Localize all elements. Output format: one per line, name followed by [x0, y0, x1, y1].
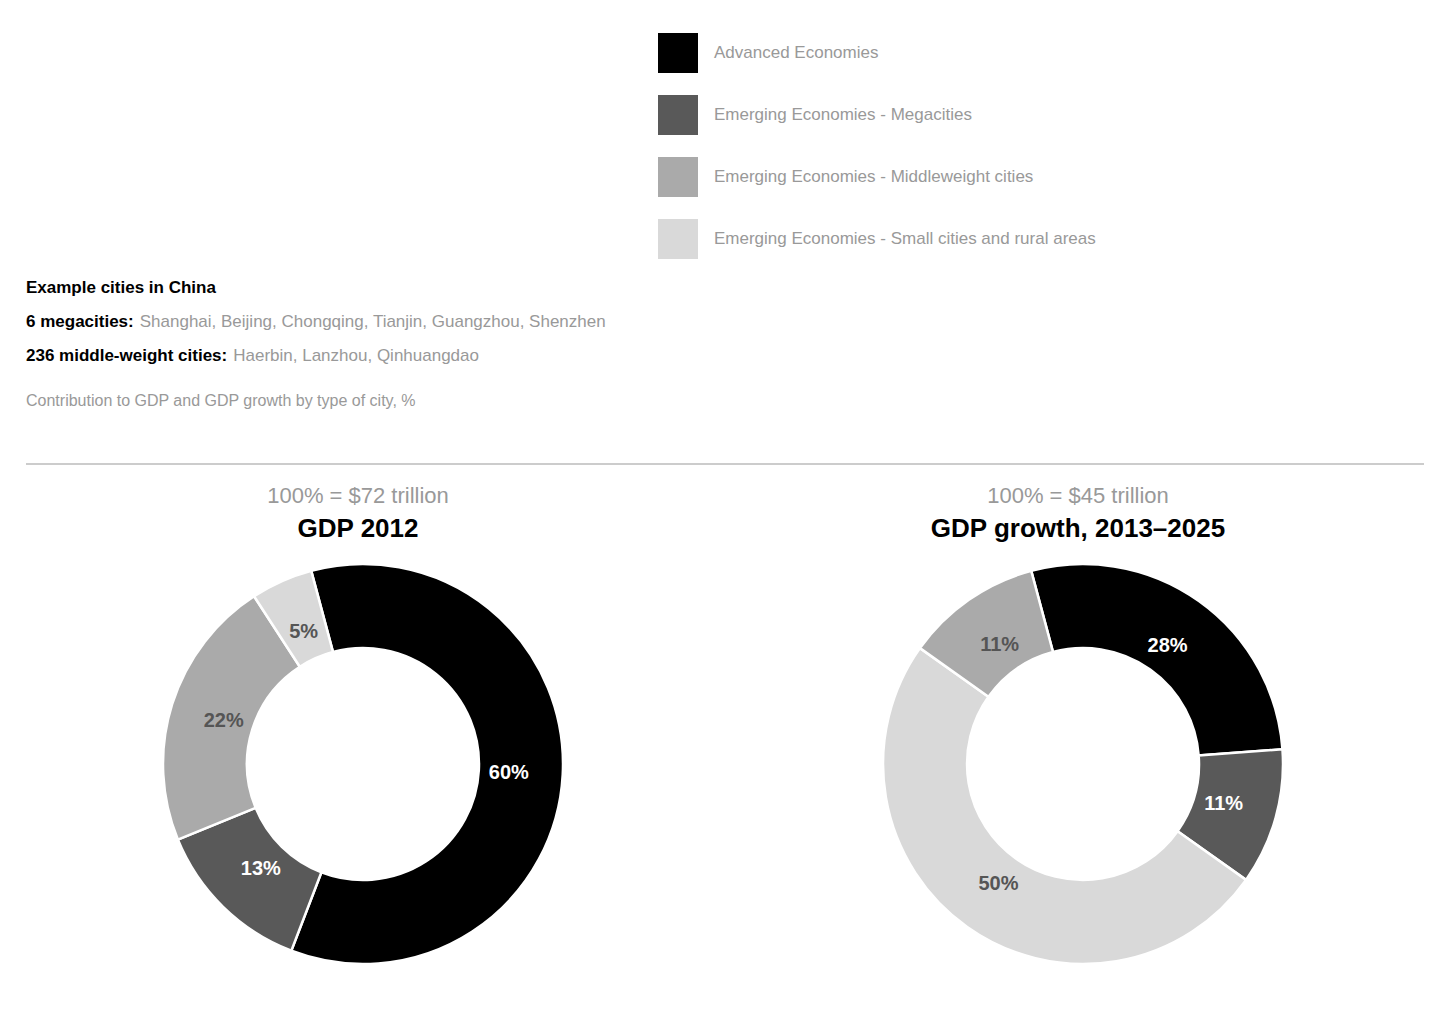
- html-text:Emerging Economies - Megacitie: Emerging Economies - Megacities: [714, 105, 972, 124]
- svg-text:22%: 22%: [204, 709, 244, 731]
- html-text:Contribution to GDP and GDP gr: Contribution to GDP and GDP growth by ty…: [26, 392, 416, 409]
- html-text:100% = $45 trillion: 100% = $45 trillion: [987, 483, 1169, 508]
- html-text:Example cities in China: Example cities in China: [26, 278, 216, 297]
- svg-text:11%: 11%: [1204, 792, 1243, 814]
- svg-text:28%: 28%: [1148, 634, 1188, 656]
- svg-text:11%: 11%: [980, 633, 1019, 655]
- svg-text:5%: 5%: [289, 620, 318, 642]
- html-text:Emerging Economies - Small cit: Emerging Economies - Small cities and ru…: [714, 229, 1096, 248]
- html-text:Advanced Economies: Advanced Economies: [714, 43, 879, 62]
- html-text:Emerging Economies - Middlewei: Emerging Economies - Middleweight cities: [714, 167, 1034, 186]
- html-text:GDP growth, 2013–2025: GDP growth, 2013–2025: [930, 513, 1226, 543]
- html-text:GDP 2012: GDP 2012: [297, 513, 419, 543]
- svg-text:50%: 50%: [978, 872, 1018, 894]
- svg-text:60%: 60%: [489, 761, 529, 783]
- html-text:100% = $72 trillion: 100% = $72 trillion: [267, 483, 449, 508]
- html-text:6 megacities: Shanghai, Beijin: 6 megacities: Shanghai, Beijing, Chongqi…: [26, 312, 606, 331]
- svg-text:13%: 13%: [241, 857, 281, 879]
- html-text:236 middle-weight cities: Haer: 236 middle-weight cities: Haerbin, Lanzh…: [26, 346, 479, 365]
